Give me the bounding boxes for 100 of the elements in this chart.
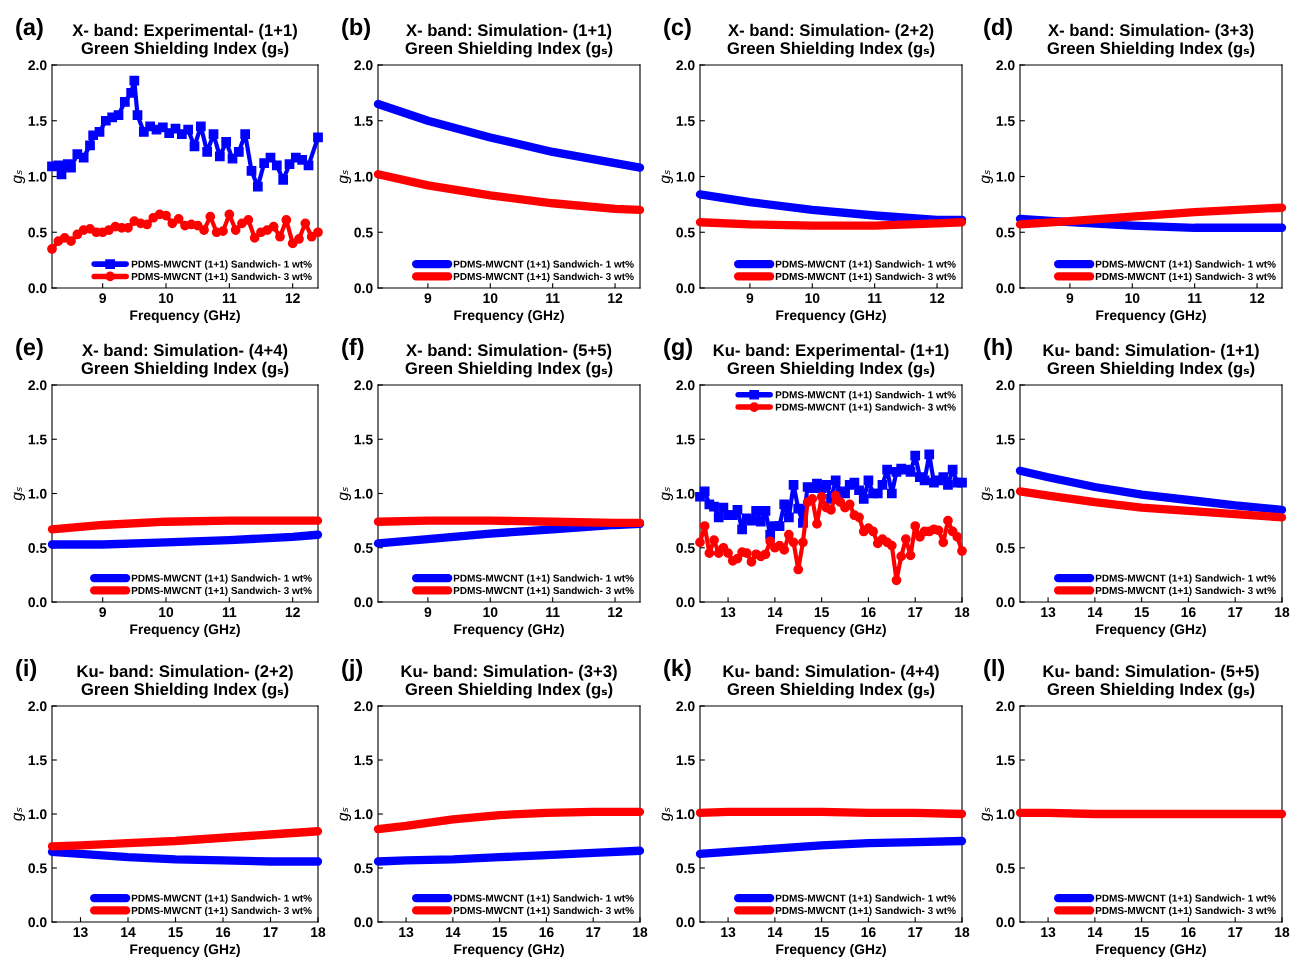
y-tick-label: 2.0 [354, 380, 373, 391]
point [910, 450, 921, 461]
y-tick-label: 0.0 [28, 597, 47, 608]
point [840, 488, 850, 499]
chart-title: X- band: Simulation- (1+1) Green Shielding Index (gₛ) [405, 23, 613, 58]
y-tick-label: 0.5 [676, 863, 695, 874]
point [195, 121, 206, 132]
x-tick-label: 13 [399, 927, 414, 938]
legend-label: PDMS-MWCNT (1+1) Sandwich- 1 wt% [131, 574, 312, 584]
legend-label: PDMS-MWCNT (1+1) Sandwich- 3 wt% [453, 586, 634, 596]
text: (l) [984, 658, 1005, 681]
y-tick-label: 2.0 [354, 60, 373, 71]
y-tick-label: 0.0 [354, 597, 373, 608]
x-tick-label: 15 [492, 927, 507, 938]
x-tick-label: 13 [73, 927, 88, 938]
y-tick-label: 1.5 [354, 755, 373, 766]
point [788, 537, 799, 548]
point [119, 96, 130, 107]
point [779, 545, 790, 555]
legend-label: PDMS-MWCNT (1+1) Sandwich- 1 wt% [1095, 260, 1276, 270]
x-tick-label: 10 [483, 293, 498, 304]
y-axis-title: gₛ [13, 487, 26, 501]
point [816, 491, 827, 502]
chart-title: X- band: Simulation- (2+2) Green Shielding Index (gₛ) [727, 23, 935, 58]
x-tick-label: 12 [608, 607, 623, 617]
point [858, 494, 869, 504]
y-axis-title: gₛ [661, 487, 674, 501]
x-tick-label: 18 [1275, 927, 1290, 938]
y-tick-label: 0.0 [354, 917, 373, 928]
x-tick-label: 15 [814, 607, 829, 618]
y-tick-label: 1.0 [28, 488, 47, 499]
point [905, 466, 916, 477]
point [199, 225, 209, 235]
y-tick-label: 2.0 [354, 701, 373, 712]
x-tick-label: 9 [1066, 293, 1074, 304]
chart-title: X- band: Simulation- (4+4) Green Shielding Index (gₛ) [81, 343, 289, 378]
x-tick-label: 13 [721, 927, 736, 938]
text: (g) [664, 337, 692, 360]
chart-title: Ku- band: Simulation- (5+5) Green Shielding Index (gₛ) [1043, 664, 1259, 699]
x-tick-label: 9 [99, 293, 107, 304]
y-tick-label: 1.5 [28, 434, 47, 445]
y-tick-label: 0.5 [996, 863, 1015, 874]
x-tick-label: 15 [168, 927, 183, 938]
point [56, 169, 67, 180]
point [699, 521, 710, 531]
y-tick-label: 2.0 [996, 380, 1015, 391]
y-tick-label: 0.5 [354, 543, 373, 553]
point [47, 244, 57, 254]
point [66, 236, 76, 247]
point [208, 129, 219, 139]
text: (e) [16, 337, 43, 360]
x-tick-label: 9 [99, 607, 107, 618]
legend-label: PDMS-MWCNT (1+1) Sandwich- 3 wt% [453, 906, 634, 916]
point [183, 124, 194, 135]
y-tick-label: 0.5 [28, 863, 47, 874]
point [271, 160, 282, 171]
chart-title: Ku- band: Simulation- (4+4) Green Shielding Index (gₛ) [723, 664, 939, 699]
y-tick-label: 1.5 [996, 434, 1015, 445]
y-tick-label: 0.5 [676, 227, 695, 238]
y-axis-title: gₛ [13, 170, 26, 184]
chart-title: Ku- band: Simulation- (2+2) Green Shielding Index (gₛ) [77, 664, 293, 699]
legend-label: PDMS-MWCNT (1+1) Sandwich- 1 wt% [775, 894, 956, 904]
y-tick-label: 1.0 [996, 809, 1015, 820]
point [278, 174, 289, 185]
y-tick-label: 0.5 [996, 227, 1015, 238]
legend-label: PDMS-MWCNT (1+1) Sandwich- 3 wt% [453, 272, 634, 282]
legend-label: PDMS-MWCNT (1+1) Sandwich- 1 wt% [775, 260, 956, 270]
x-tick-label: 18 [955, 927, 970, 938]
x-tick-label: 18 [955, 607, 970, 618]
y-tick-label: 1.0 [676, 809, 695, 820]
x-axis-title: Frequency (GHz) [1096, 943, 1206, 957]
y-tick-label: 2.0 [28, 380, 47, 391]
point [774, 521, 785, 531]
point [746, 556, 757, 567]
x-axis-title: Frequency (GHz) [776, 943, 886, 957]
x-tick-label: 14 [446, 927, 461, 937]
point [779, 499, 790, 510]
point [142, 219, 152, 230]
point [854, 485, 864, 496]
x-axis-title: Frequency (GHz) [130, 943, 240, 957]
y-tick-label: 1.5 [996, 755, 1015, 766]
legend-label: PDMS-MWCNT (1+1) Sandwich- 3 wt% [131, 586, 312, 596]
text: (a) [16, 17, 43, 40]
point [924, 449, 935, 460]
x-tick-label: 11 [546, 607, 560, 617]
y-tick-label: 1.0 [354, 809, 373, 820]
legend-label: PDMS-MWCNT (1+1) Sandwich- 3 wt% [1095, 272, 1276, 282]
point [252, 181, 263, 192]
point [755, 516, 766, 527]
point [709, 501, 719, 512]
x-tick-label: 10 [1125, 293, 1140, 304]
point [246, 166, 257, 176]
y-tick-label: 1.5 [996, 116, 1015, 126]
x-tick-label: 17 [908, 607, 923, 617]
x-tick-label: 16 [861, 607, 876, 618]
point [793, 503, 804, 514]
y-tick-label: 1.0 [354, 488, 373, 499]
y-axis-title: gₛ [981, 807, 994, 822]
point [844, 499, 855, 510]
x-axis-title: Frequency (GHz) [130, 623, 240, 637]
